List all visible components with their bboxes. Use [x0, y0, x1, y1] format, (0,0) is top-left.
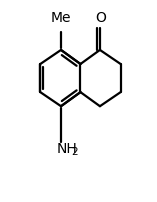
Text: Me: Me — [51, 11, 71, 25]
Text: O: O — [95, 11, 106, 25]
Text: 2: 2 — [71, 146, 78, 156]
Text: NH: NH — [56, 142, 77, 156]
